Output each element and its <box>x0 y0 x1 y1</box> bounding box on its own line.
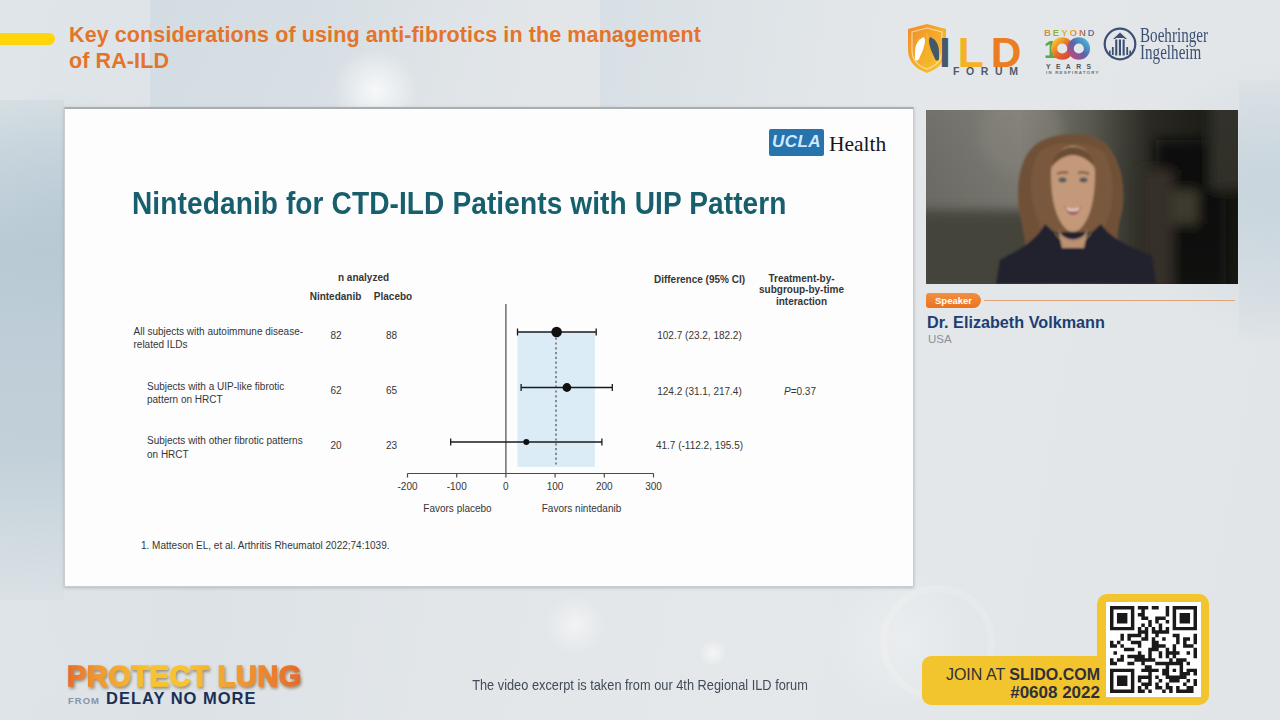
svg-text:PROTECT LUNG: PROTECT LUNG <box>67 660 302 692</box>
